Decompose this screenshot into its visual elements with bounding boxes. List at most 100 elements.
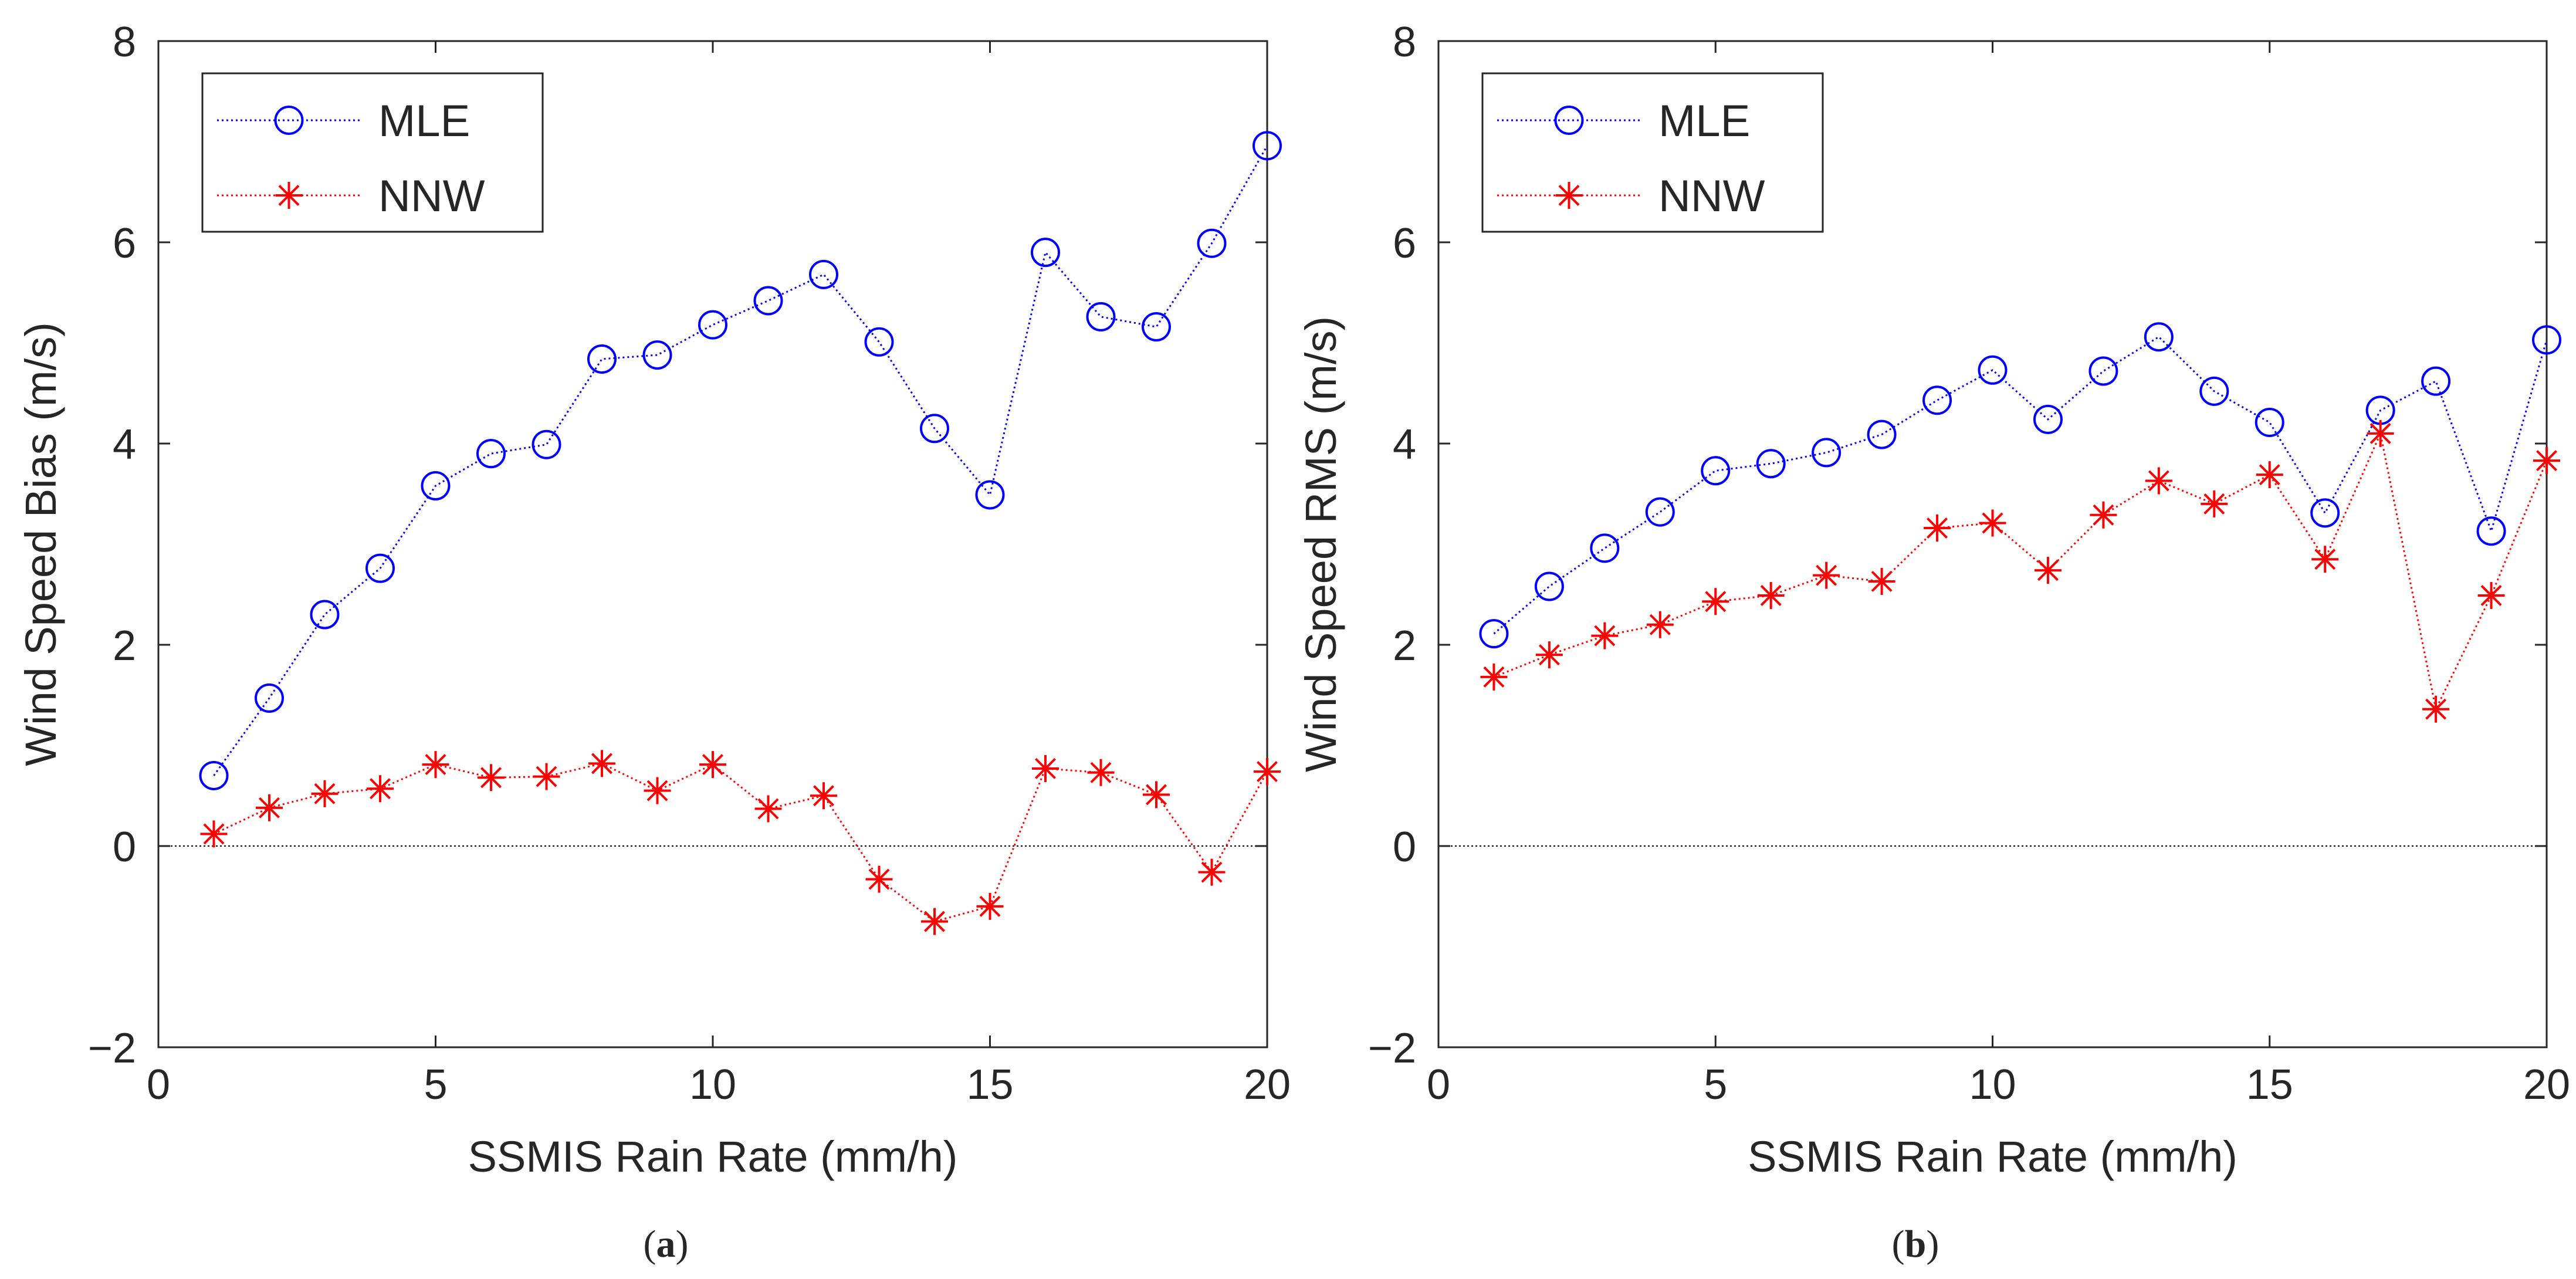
y-tick-label: 2 bbox=[113, 622, 136, 669]
data-point-nnw-8 bbox=[588, 750, 615, 777]
data-point-nnw-2 bbox=[256, 794, 283, 821]
x-tick-label: 20 bbox=[1244, 1061, 1291, 1108]
data-point-mle-6 bbox=[1756, 449, 1786, 479]
data-point-nnw-12 bbox=[810, 782, 837, 810]
data-point-mle-14 bbox=[2199, 376, 2229, 406]
y-tick-label: 8 bbox=[113, 19, 136, 66]
x-tick-label: 20 bbox=[2523, 1061, 2570, 1108]
x-axis-label: SSMIS Rain Rate (mm/h) bbox=[468, 1132, 958, 1181]
x-tick-label: 10 bbox=[689, 1061, 736, 1108]
x-tick-label: 10 bbox=[1969, 1061, 2016, 1108]
y-tick-label: 4 bbox=[1393, 421, 1416, 468]
data-point-mle-7 bbox=[1812, 438, 1842, 468]
data-point-mle-3 bbox=[310, 600, 340, 630]
data-point-mle-9 bbox=[1922, 385, 1952, 415]
data-point-nnw-8 bbox=[1868, 567, 1895, 595]
legend-label-mle: MLE bbox=[1658, 96, 1750, 146]
data-point-nnw-3 bbox=[311, 780, 338, 807]
data-point-nnw-1 bbox=[200, 820, 228, 848]
legend: MLE NNW bbox=[201, 72, 544, 233]
x-tick-label: 15 bbox=[966, 1061, 1013, 1108]
y-tick-label: 0 bbox=[1393, 824, 1416, 871]
series-line-nnw bbox=[1493, 430, 2548, 712]
series-nnw bbox=[1480, 419, 2560, 723]
data-point-mle-14 bbox=[920, 414, 949, 444]
data-point-nnw-5 bbox=[422, 751, 449, 779]
data-point-nnw-9 bbox=[644, 777, 671, 804]
y-axis-label: Wind Speed Bias (m/s) bbox=[16, 322, 65, 766]
x-tick-label: 15 bbox=[2246, 1061, 2293, 1108]
x-tick-label: 5 bbox=[1704, 1061, 1727, 1108]
data-point-mle-3 bbox=[1590, 533, 1620, 563]
data-point-mle-1 bbox=[199, 760, 229, 790]
y-tick-label: −2 bbox=[1368, 1025, 1416, 1072]
data-point-mle-15 bbox=[2255, 407, 2284, 437]
series-line-nnw bbox=[213, 762, 1268, 923]
data-point-mle-18 bbox=[1142, 312, 1171, 342]
y-tick-label: 4 bbox=[113, 421, 136, 468]
x-tick-label: 5 bbox=[424, 1061, 447, 1108]
series-nnw bbox=[200, 750, 1281, 935]
data-point-mle-20 bbox=[1253, 131, 1282, 161]
data-point-mle-4 bbox=[365, 553, 395, 583]
data-point-nnw-11 bbox=[754, 795, 782, 823]
data-point-mle-8 bbox=[1867, 419, 1897, 449]
data-point-mle-6 bbox=[476, 439, 506, 469]
y-tick-label: 6 bbox=[113, 220, 136, 267]
series-mle bbox=[1479, 322, 2561, 649]
y-tick-label: 2 bbox=[1393, 622, 1416, 669]
data-point-mle-16 bbox=[1031, 238, 1060, 268]
legend-box bbox=[1481, 72, 1824, 233]
data-point-mle-10 bbox=[698, 310, 727, 340]
series-line-mle bbox=[1493, 336, 2548, 635]
data-point-nnw-7 bbox=[1813, 561, 1840, 589]
data-point-nnw-20 bbox=[1254, 758, 1281, 786]
panel-caption: (a) bbox=[644, 1223, 689, 1266]
data-point-mle-2 bbox=[255, 683, 284, 713]
legend-marker-mle bbox=[1554, 106, 1584, 135]
data-point-mle-13 bbox=[864, 327, 894, 357]
data-point-nnw-15 bbox=[976, 892, 1004, 920]
data-point-nnw-7 bbox=[533, 763, 560, 790]
data-point-mle-15 bbox=[975, 480, 1005, 510]
data-point-nnw-1 bbox=[1480, 663, 1508, 691]
data-point-mle-17 bbox=[1086, 302, 1116, 331]
legend-marker-mle bbox=[274, 106, 304, 135]
data-point-nnw-9 bbox=[1924, 515, 1951, 542]
data-point-mle-13 bbox=[2144, 322, 2174, 352]
data-point-nnw-17 bbox=[1087, 759, 1115, 786]
data-point-nnw-17 bbox=[2367, 419, 2394, 447]
data-point-mle-11 bbox=[2033, 404, 2063, 434]
y-tick-label: 6 bbox=[1393, 220, 1416, 267]
y-tick-label: 8 bbox=[1393, 19, 1416, 66]
data-point-nnw-10 bbox=[1979, 509, 2006, 537]
data-point-nnw-10 bbox=[699, 751, 726, 779]
data-point-nnw-15 bbox=[2256, 461, 2283, 489]
data-point-nnw-18 bbox=[1143, 781, 1170, 808]
data-point-nnw-13 bbox=[865, 865, 893, 893]
data-point-mle-19 bbox=[1197, 228, 1227, 258]
legend-box bbox=[201, 72, 544, 233]
data-point-nnw-3 bbox=[1591, 622, 1619, 649]
data-point-mle-11 bbox=[753, 286, 783, 316]
data-point-mle-20 bbox=[2532, 325, 2561, 355]
y-tick-label: −2 bbox=[88, 1025, 136, 1072]
data-point-mle-5 bbox=[421, 471, 451, 501]
data-point-mle-7 bbox=[532, 429, 561, 459]
data-point-mle-19 bbox=[2476, 516, 2506, 546]
data-point-nnw-4 bbox=[1646, 611, 1674, 638]
legend-label-mle: MLE bbox=[378, 96, 470, 146]
series-mle bbox=[199, 131, 1282, 790]
data-point-mle-8 bbox=[587, 344, 617, 374]
data-point-nnw-5 bbox=[1702, 588, 1729, 615]
legend-label-nnw: NNW bbox=[1658, 171, 1765, 221]
x-axis-label: SSMIS Rain Rate (mm/h) bbox=[1748, 1132, 2238, 1181]
data-point-nnw-6 bbox=[1757, 581, 1785, 609]
legend-marker-nnw bbox=[275, 182, 303, 209]
data-point-mle-9 bbox=[642, 340, 672, 370]
y-axis-label: Wind Speed RMS (m/s) bbox=[1297, 316, 1345, 772]
data-point-nnw-2 bbox=[1535, 641, 1563, 669]
